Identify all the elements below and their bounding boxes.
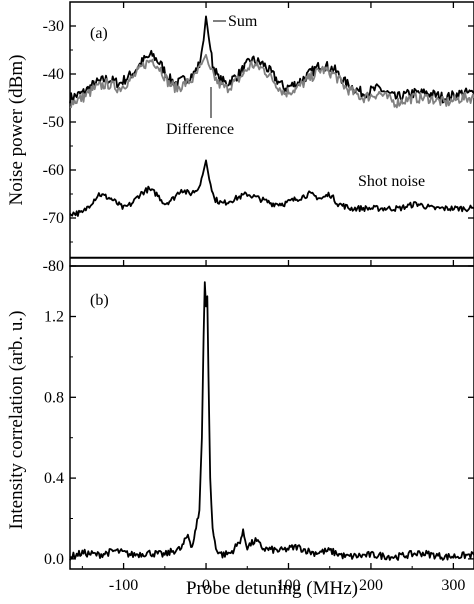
panel-b-label: (b) [90, 292, 109, 309]
x-tick-label: -100 [109, 577, 138, 594]
y-tick-label-a: -70 [43, 210, 64, 227]
y-axis-label-a: Noise power (dBm) [6, 55, 27, 206]
y-tick-label-b: 0.4 [44, 470, 64, 487]
y-tick-label-a: -80 [43, 258, 64, 275]
y-tick-label-b: 0.0 [44, 551, 64, 568]
y-tick-label-a: -60 [43, 162, 64, 179]
panel-a-ticks: -80 -70 -60 -50 -40 -30 [43, 18, 474, 275]
panel-b-frame [69, 265, 474, 570]
panel-a-series [69, 15, 474, 259]
y-tick-label-a: -30 [43, 18, 64, 35]
x-tick-label: 200 [359, 577, 383, 594]
x-axis-label: Probe detuning (MHz) [186, 578, 358, 599]
panel-b-ticks: 0.0 0.4 0.8 1.2 [44, 309, 474, 568]
series-shot-noise [69, 159, 474, 217]
panel-a-label: (a) [90, 25, 108, 42]
y-tick-label-a: -40 [43, 66, 64, 83]
annotation-shot-noise: Shot noise [358, 173, 425, 190]
x-tick-label: 100 [276, 577, 300, 594]
x-tick-label: 300 [441, 577, 465, 594]
y-tick-label-b: 0.8 [44, 389, 64, 406]
y-tick-label-a: -50 [43, 114, 64, 131]
series-difference [69, 53, 474, 109]
annotation-difference: Difference [166, 121, 234, 138]
y-axis-label-b: Intensity correlation (arb. u.) [6, 311, 27, 530]
x-axis-ticks: -100 0 100 200 300 [81, 2, 465, 594]
series-sum [69, 15, 474, 104]
panel-a-frame [69, 1, 474, 267]
x-tick-label: 0 [202, 577, 210, 594]
y-tick-label-b: 1.2 [44, 309, 64, 326]
series-intensity-correlation [69, 281, 474, 561]
annotation-sum: Sum [228, 13, 258, 30]
panel-b-series [69, 281, 474, 561]
